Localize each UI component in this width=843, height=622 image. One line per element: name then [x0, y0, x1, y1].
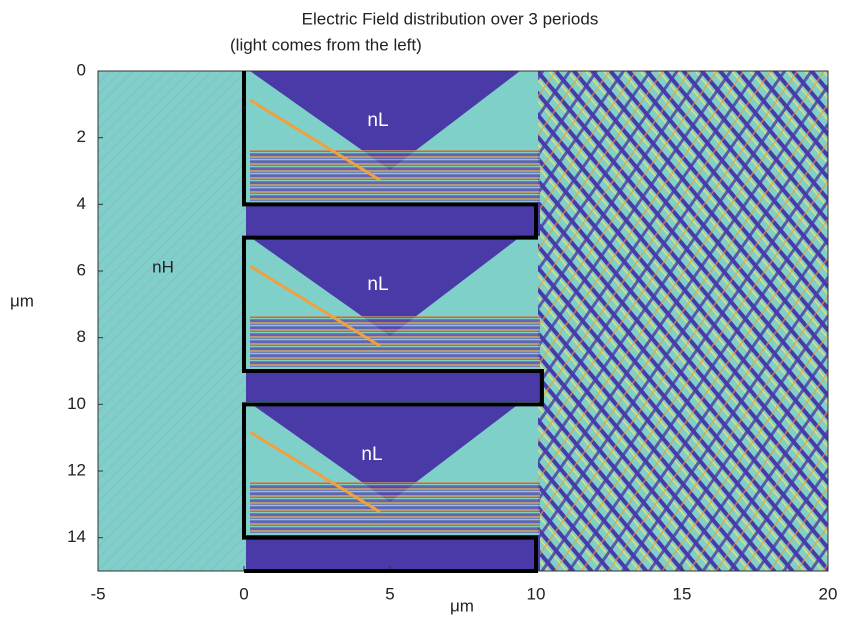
structure-outline — [242, 71, 544, 573]
y-tick-label: 4 — [77, 194, 86, 213]
x-tick-label: -5 — [90, 584, 105, 603]
region-label: nH — [152, 257, 174, 276]
chart-subtitle: (light comes from the left) — [230, 35, 422, 54]
x-tick-label: 15 — [673, 584, 692, 603]
x-tick-label: 20 — [819, 584, 838, 603]
y-tick-label: 14 — [67, 527, 86, 546]
region-label: nL — [367, 274, 388, 295]
y-axis-label: μm — [10, 291, 34, 310]
region-label: nL — [361, 444, 382, 465]
x-tick-label: 5 — [385, 584, 394, 603]
y-tick-label: 8 — [77, 327, 86, 346]
region-label: nL — [367, 110, 388, 131]
y-tick-label: 12 — [67, 460, 86, 479]
y-tick-label: 10 — [67, 394, 86, 413]
x-tick-label: 10 — [527, 584, 546, 603]
y-tick-label: 0 — [77, 60, 86, 79]
y-tick-label: 2 — [77, 127, 86, 146]
y-tick-label: 6 — [77, 260, 86, 279]
field-image — [98, 71, 828, 571]
x-tick-label: 0 — [239, 584, 248, 603]
chart-title: Electric Field distribution over 3 perio… — [302, 9, 599, 28]
x-axis-label: μm — [450, 596, 474, 615]
